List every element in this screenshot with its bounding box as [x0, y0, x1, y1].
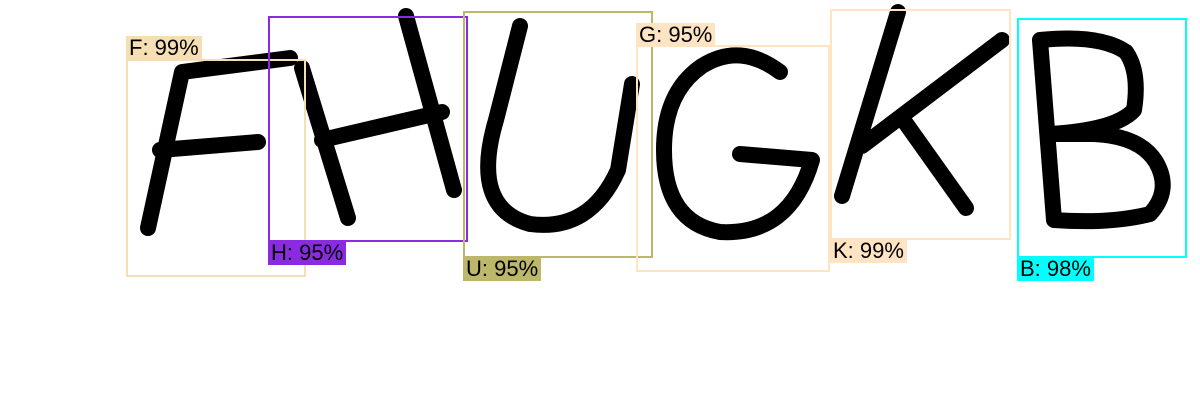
detection-label-u: U: 95%	[463, 257, 542, 281]
detection-label-h: H: 95%	[268, 241, 347, 265]
glyph-k	[834, 4, 1010, 216]
detection-label-k: K: 99%	[830, 239, 907, 263]
detection-box-g	[636, 45, 830, 272]
glyph-h	[294, 8, 462, 226]
detection-box-b	[1017, 18, 1187, 258]
detection-box-f	[126, 59, 306, 277]
detection-label-f: F: 99%	[126, 36, 202, 60]
detection-box-u	[463, 11, 653, 258]
glyph-f	[140, 50, 298, 236]
glyph-g	[656, 47, 820, 241]
detection-box-h	[268, 16, 468, 242]
detection-label-b: B: 98%	[1017, 257, 1094, 281]
glyph-b	[1032, 30, 1171, 230]
glyph-u	[480, 18, 640, 233]
detection-label-g: G: 95%	[636, 23, 716, 47]
detection-box-k	[830, 9, 1011, 240]
